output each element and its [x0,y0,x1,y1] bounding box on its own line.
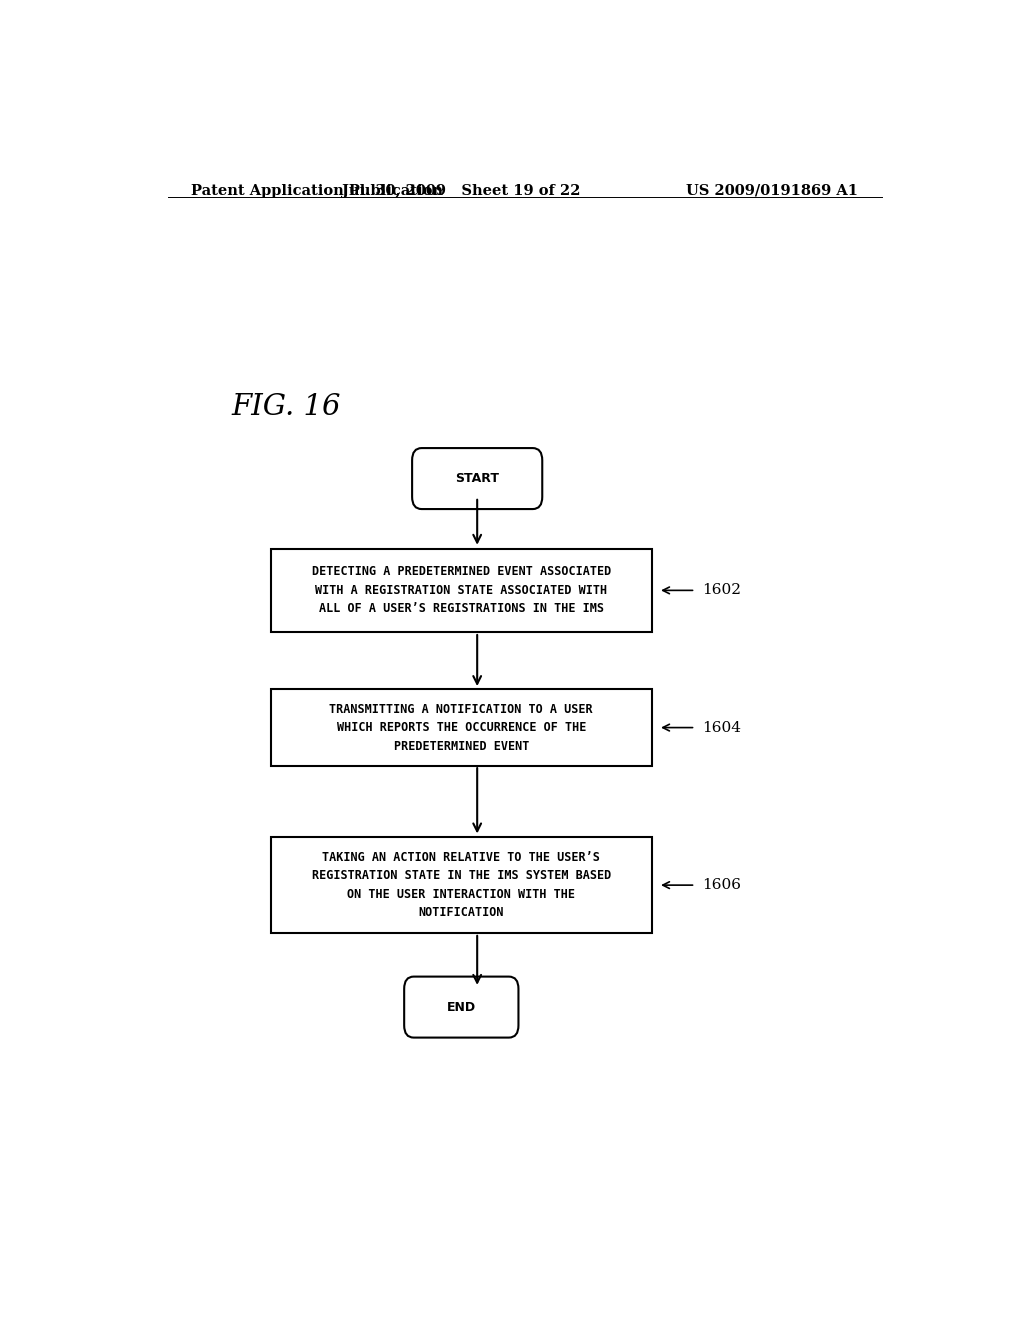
Text: TAKING AN ACTION RELATIVE TO THE USER’S
REGISTRATION STATE IN THE IMS SYSTEM BAS: TAKING AN ACTION RELATIVE TO THE USER’S … [311,851,611,919]
FancyBboxPatch shape [412,447,543,510]
FancyBboxPatch shape [404,977,518,1038]
Text: US 2009/0191869 A1: US 2009/0191869 A1 [686,183,858,198]
FancyBboxPatch shape [270,837,651,933]
FancyBboxPatch shape [270,549,651,632]
Text: DETECTING A PREDETERMINED EVENT ASSOCIATED
WITH A REGISTRATION STATE ASSOCIATED : DETECTING A PREDETERMINED EVENT ASSOCIAT… [311,565,611,615]
Text: FIG. 16: FIG. 16 [231,393,341,421]
Text: TRANSMITTING A NOTIFICATION TO A USER
WHICH REPORTS THE OCCURRENCE OF THE
PREDET: TRANSMITTING A NOTIFICATION TO A USER WH… [330,702,593,752]
Text: 1602: 1602 [701,583,740,598]
Text: Jul. 30, 2009   Sheet 19 of 22: Jul. 30, 2009 Sheet 19 of 22 [342,183,581,198]
Text: END: END [446,1001,476,1014]
Text: START: START [456,473,499,484]
Text: 1606: 1606 [701,878,740,892]
FancyBboxPatch shape [270,689,651,766]
Text: 1604: 1604 [701,721,740,735]
Text: Patent Application Publication: Patent Application Publication [191,183,443,198]
